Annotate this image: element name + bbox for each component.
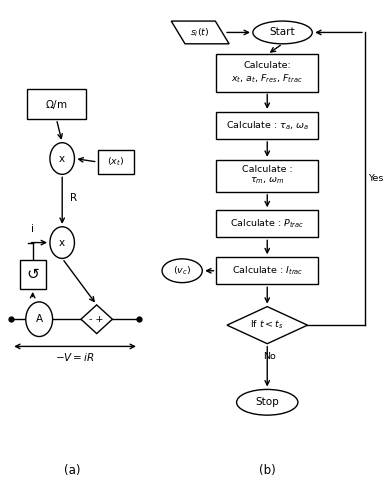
- Polygon shape: [227, 306, 307, 344]
- Text: x: x: [59, 238, 65, 248]
- FancyBboxPatch shape: [216, 210, 318, 238]
- Text: Start: Start: [270, 28, 295, 38]
- Text: Yes: Yes: [368, 174, 383, 184]
- FancyBboxPatch shape: [216, 54, 318, 92]
- Text: $\circlearrowleft$: $\circlearrowleft$: [25, 267, 41, 282]
- Ellipse shape: [237, 390, 298, 415]
- Circle shape: [50, 142, 74, 174]
- Text: R: R: [70, 193, 77, 203]
- Text: Stop: Stop: [255, 398, 279, 407]
- Text: No: No: [263, 352, 275, 361]
- Polygon shape: [81, 305, 112, 334]
- Text: Calculate :
$\tau_m$, $\omega_m$: Calculate : $\tau_m$, $\omega_m$: [242, 166, 292, 186]
- Text: $(v_c)$: $(v_c)$: [173, 264, 191, 277]
- Text: Calculate : $P_{trac}$: Calculate : $P_{trac}$: [230, 218, 304, 230]
- Text: Calculate : $\tau_a$, $\omega_a$: Calculate : $\tau_a$, $\omega_a$: [225, 119, 309, 132]
- FancyBboxPatch shape: [216, 257, 318, 284]
- FancyBboxPatch shape: [27, 90, 86, 119]
- Text: If $t<t_s$: If $t<t_s$: [250, 319, 284, 332]
- Text: $(x_t)$: $(x_t)$: [107, 156, 124, 168]
- Text: $\Omega$/m: $\Omega$/m: [45, 98, 68, 110]
- Circle shape: [26, 302, 53, 336]
- Ellipse shape: [253, 21, 312, 44]
- FancyBboxPatch shape: [216, 160, 318, 192]
- Text: $-V=iR$: $-V=iR$: [55, 352, 95, 364]
- Text: Calculate : $I_{trac}$: Calculate : $I_{trac}$: [232, 264, 303, 277]
- Text: A: A: [35, 314, 43, 324]
- Text: Calculate:
$x_t$, $a_t$, $F_{res}$, $F_{trac}$: Calculate: $x_t$, $a_t$, $F_{res}$, $F_{…: [231, 62, 303, 84]
- FancyBboxPatch shape: [20, 260, 46, 289]
- Text: x: x: [59, 154, 65, 164]
- FancyBboxPatch shape: [98, 150, 134, 174]
- FancyBboxPatch shape: [216, 112, 318, 139]
- Ellipse shape: [162, 259, 202, 282]
- Circle shape: [50, 227, 74, 258]
- Text: - +: - +: [89, 314, 104, 324]
- Text: (b): (b): [259, 464, 276, 476]
- Text: $s_i(t)$: $s_i(t)$: [190, 26, 210, 38]
- Polygon shape: [171, 21, 229, 44]
- Text: (a): (a): [64, 464, 80, 476]
- Text: i: i: [31, 224, 34, 234]
